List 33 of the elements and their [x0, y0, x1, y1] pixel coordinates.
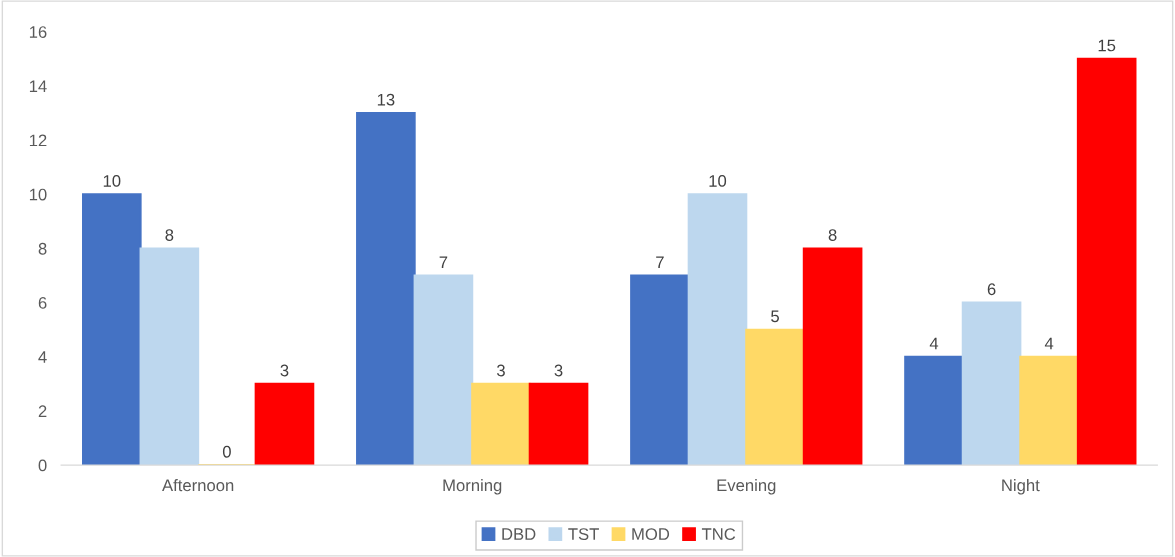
- data-label: 3: [280, 364, 289, 377]
- y-tick-label: 12: [29, 134, 47, 147]
- data-label: 10: [709, 174, 727, 187]
- y-tick-label: 14: [29, 80, 47, 92]
- data-label: 7: [439, 256, 448, 268]
- x-tick-label: Night: [1002, 478, 1040, 495]
- x-tick-label: Morning: [443, 478, 502, 495]
- y-tick-label: 4: [38, 351, 47, 363]
- data-label: 3: [496, 364, 505, 377]
- legend-label: TST: [568, 528, 599, 541]
- data-label: 8: [165, 229, 174, 241]
- legend-label: MOD: [632, 528, 670, 541]
- data-label: 0: [222, 445, 231, 458]
- data-label: 8: [828, 229, 837, 241]
- data-label: 10: [103, 174, 121, 187]
- data-label: 4: [1044, 337, 1054, 350]
- legend-label: TNC: [701, 528, 736, 541]
- x-tick-label: Evening: [717, 478, 776, 495]
- data-label: 15: [1098, 39, 1116, 52]
- x-tick-label: Afternoon: [162, 479, 234, 492]
- y-tick-label: 8: [38, 242, 47, 255]
- data-label: 13: [377, 93, 395, 106]
- y-tick-label: 0: [38, 459, 47, 472]
- data-label: 3: [554, 364, 563, 377]
- y-tick-label: 6: [38, 296, 47, 309]
- y-tick-label: 2: [38, 405, 47, 417]
- data-label: 7: [656, 256, 664, 268]
- data-label: 6: [987, 283, 996, 296]
- y-tick-label: 10: [29, 188, 47, 201]
- data-label: 5: [771, 310, 779, 323]
- y-tick-label: 16: [29, 26, 47, 38]
- data-label: 4: [929, 337, 939, 350]
- legend-label: DBD: [502, 528, 536, 540]
